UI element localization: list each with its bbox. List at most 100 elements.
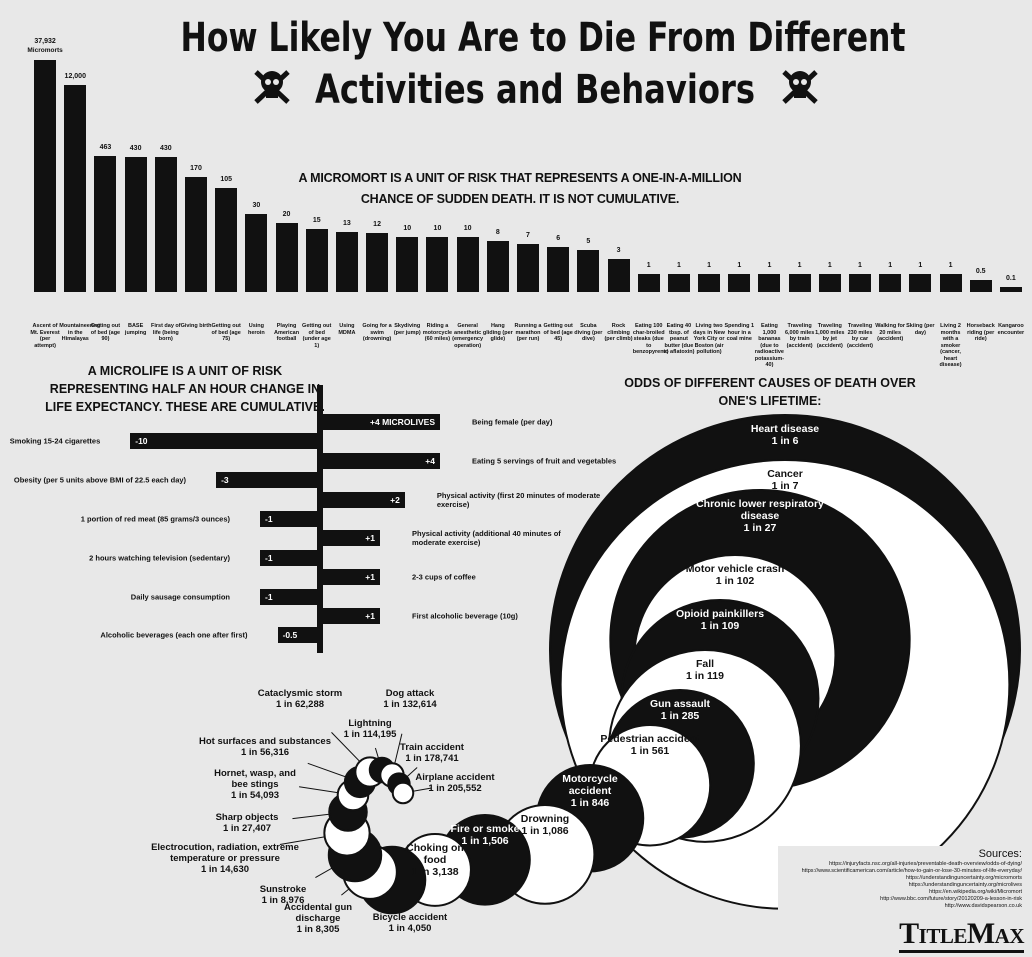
value-label: 1 bbox=[948, 261, 953, 269]
bar bbox=[547, 246, 570, 292]
value-label: 13 bbox=[343, 219, 351, 227]
bar bbox=[879, 273, 902, 292]
bar bbox=[999, 286, 1022, 292]
odds-name: Cancer bbox=[767, 468, 803, 480]
bar bbox=[517, 243, 539, 292]
value-label: 37,932 bbox=[34, 38, 56, 45]
value-label: 30 bbox=[252, 202, 261, 210]
category-label: Traveling 1,000 miles by jet (accident) bbox=[815, 323, 845, 349]
bar bbox=[275, 222, 298, 292]
bar bbox=[637, 273, 660, 292]
odds-value: 1 in 8,976 bbox=[261, 895, 305, 906]
category-label: General anesthetic (emergency operation) bbox=[452, 323, 484, 349]
odds-circle bbox=[391, 781, 415, 805]
odds-label: Lightning 1 in 114,195 bbox=[325, 718, 415, 740]
category-label: Alcoholic beverages (each one after firs… bbox=[100, 630, 248, 640]
bar bbox=[728, 273, 751, 292]
value-label: -3 bbox=[221, 475, 229, 486]
odds-label: Airplane accident 1 in 205,552 bbox=[405, 772, 505, 794]
odds-label: Train accident 1 in 178,741 bbox=[387, 742, 477, 764]
skull-icon bbox=[254, 70, 290, 104]
odds-value: 1 in 4,050 bbox=[388, 923, 432, 934]
bar bbox=[94, 155, 117, 292]
category-label: Living two days in New York City or Bost… bbox=[693, 323, 725, 355]
value-label: 430 bbox=[159, 145, 172, 153]
value-label: 105 bbox=[220, 175, 233, 183]
value-label: 12,000 bbox=[64, 72, 86, 80]
odds-value: 1 in 56,316 bbox=[240, 747, 290, 758]
value-label: 8 bbox=[495, 229, 500, 237]
skull-icon bbox=[782, 70, 818, 104]
bar bbox=[667, 273, 690, 292]
value-label: 15 bbox=[312, 216, 321, 224]
bar bbox=[320, 491, 405, 508]
odds-label: Hot surfaces and substances 1 in 56,316 bbox=[190, 736, 340, 758]
category-label: Kangaroo encounter bbox=[997, 323, 1025, 336]
value-label: -1 bbox=[265, 552, 273, 563]
bar bbox=[335, 231, 358, 292]
odds-value: 1 in 14,630 bbox=[200, 864, 250, 875]
odds-value: 1 in 561 bbox=[630, 745, 670, 757]
sources-title: Sources: bbox=[978, 848, 1022, 860]
odds-value: 1 in 27,407 bbox=[222, 823, 272, 834]
unit-label: Micromorts bbox=[27, 47, 63, 54]
value-label: 12 bbox=[373, 221, 381, 229]
bar bbox=[154, 157, 177, 292]
category-label: Horseback riding (per ride) bbox=[966, 323, 995, 342]
category-label: Eating 5 servings of fruit and vegetable… bbox=[472, 456, 617, 466]
odds-name: Gun assault bbox=[649, 698, 711, 710]
chart-subtitle: A MICROMORT IS A UNIT OF RISK THAT REPRE… bbox=[298, 171, 742, 206]
source-link: https://www.scientificamerican.com/artic… bbox=[801, 868, 1022, 874]
source-link: https://understandinguncertainty.org/mic… bbox=[908, 882, 1022, 888]
value-label: 1 bbox=[767, 261, 772, 269]
category-label: Eating 40 tbsp. of peanut butter (due to… bbox=[663, 323, 695, 355]
category-label: Getting out of bed (age 90) bbox=[90, 323, 121, 342]
value-label: -1 bbox=[265, 514, 273, 524]
odds-name: Drowning bbox=[520, 813, 570, 825]
source-link: https://understandinguncertainty.org/mic… bbox=[905, 875, 1022, 881]
odds-label: Chronic lower respiratory disease 1 in 27 bbox=[695, 498, 825, 534]
odds-label: Gun assault 1 in 285 bbox=[617, 698, 742, 722]
odds-value: 1 in 285 bbox=[660, 710, 700, 722]
bar bbox=[939, 273, 962, 292]
bar bbox=[969, 280, 992, 292]
value-label: 10 bbox=[463, 224, 472, 232]
bar bbox=[320, 569, 380, 586]
value-label: 1 bbox=[797, 261, 802, 269]
bar bbox=[577, 250, 600, 292]
category-label: Walking for 20 miles (accident) bbox=[875, 323, 906, 342]
odds-name: Heart disease bbox=[750, 423, 820, 435]
category-label: Riding a motorcycle (60 miles) bbox=[422, 323, 453, 342]
bar bbox=[216, 472, 320, 489]
value-label: +4 MICROLIVES bbox=[370, 417, 435, 427]
value-label: 1 bbox=[646, 261, 651, 269]
odds-value: 1 in 1,506 bbox=[461, 835, 509, 847]
odds-label: Hornet, wasp, and bee stings 1 in 54,093 bbox=[210, 768, 300, 801]
value-label: 1 bbox=[827, 261, 832, 269]
odds-label: Fall 1 in 119 bbox=[640, 658, 770, 682]
odds-name: Accidental gun discharge bbox=[283, 902, 353, 924]
category-label: Eating 100 char-broiled steaks (due to b… bbox=[632, 323, 669, 355]
category-label: Scuba diving (per dive) bbox=[574, 323, 603, 342]
category-label: Traveling 230 miles by car (accident) bbox=[847, 323, 873, 349]
category-label: First day of life (being born) bbox=[150, 323, 181, 342]
bar bbox=[426, 236, 449, 292]
odds-label: Electrocution, radiation, extreme temper… bbox=[140, 842, 310, 875]
category-label: First alcoholic beverage (10g) bbox=[412, 611, 518, 621]
bar bbox=[320, 608, 380, 624]
odds-name: Choking on food bbox=[406, 842, 464, 866]
odds-name: Motor vehicle crash bbox=[685, 563, 785, 575]
value-label: 170 bbox=[190, 165, 202, 173]
odds-value: 1 in 7 bbox=[771, 480, 799, 492]
bar bbox=[34, 60, 57, 292]
bar bbox=[849, 273, 871, 292]
odds-name: Pedestrian accident bbox=[600, 733, 700, 745]
odds-name: Opioid painkillers bbox=[675, 608, 765, 620]
title-line: Activities and Behaviors bbox=[315, 67, 755, 113]
odds-name: Lightning bbox=[348, 718, 392, 729]
odds-label: Fire or smoke 1 in 1,506 bbox=[447, 823, 523, 847]
value-label: 20 bbox=[282, 210, 291, 218]
odds-value: 1 in 102 bbox=[715, 575, 755, 587]
odds-label: Cancer 1 in 7 bbox=[720, 468, 850, 492]
